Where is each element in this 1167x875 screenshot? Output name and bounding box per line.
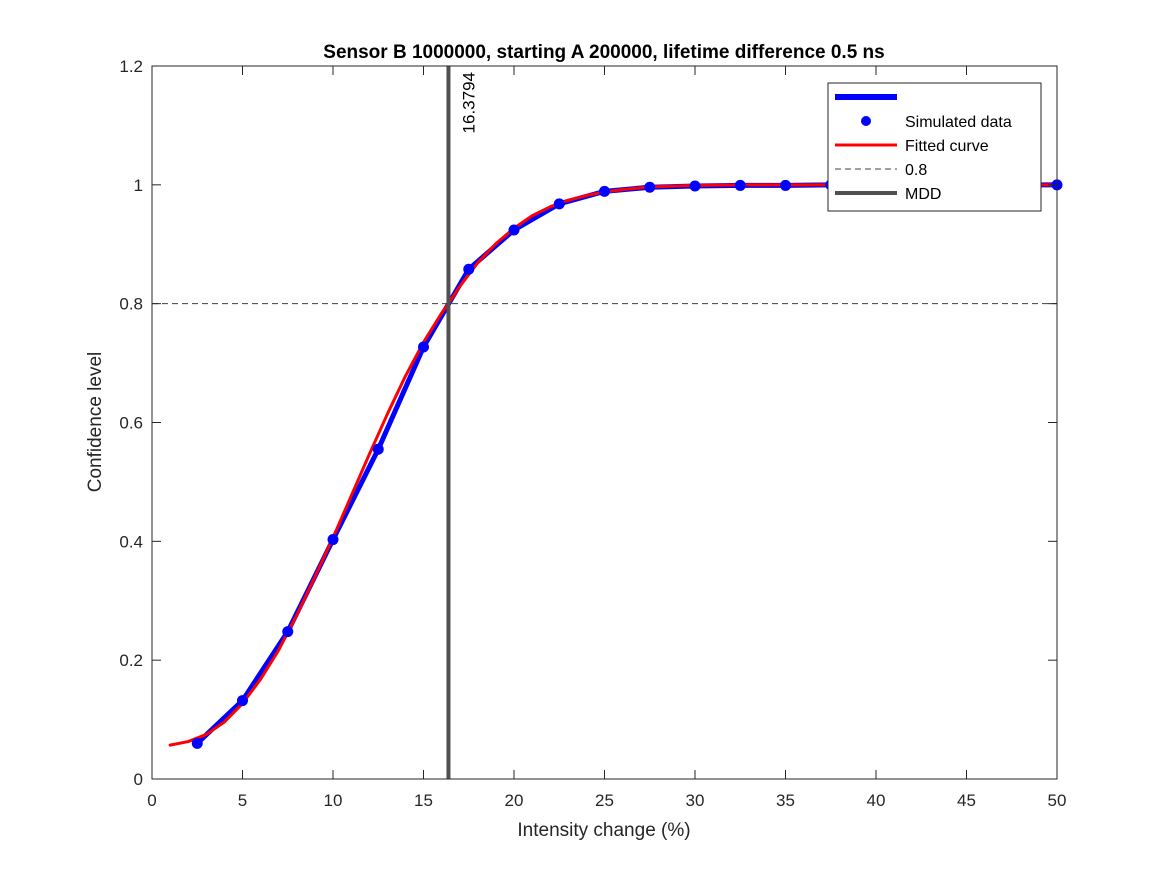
legend-swatch-simulated-data <box>861 116 871 126</box>
legend-box <box>827 82 1042 212</box>
x-tick-label: 35 <box>776 791 795 810</box>
y-tick-label: 0.4 <box>119 532 143 551</box>
x-tick-label: 30 <box>686 791 705 810</box>
simulated-data-point <box>282 626 294 638</box>
simulated-data-point <box>418 341 429 353</box>
x-tick-label: 10 <box>324 791 343 810</box>
legend-label-threshold-line: 0.8 <box>905 162 927 179</box>
y-tick-label: 1.2 <box>119 57 143 76</box>
simulated-data-point <box>191 737 203 749</box>
fitted-curve <box>168 183 1059 747</box>
y-axis-label: Confidence level <box>85 352 106 492</box>
chart-title: Sensor B 1000000, starting A 200000, lif… <box>323 42 884 63</box>
y-tick-label: 0 <box>134 770 143 789</box>
mdd-value-annotation: 16.3794 <box>459 72 478 133</box>
legend-label-fitted-curve: Fitted curve <box>905 138 989 155</box>
x-tick-label: 15 <box>414 791 433 810</box>
simulated-data-point <box>780 179 791 191</box>
x-tick-label: 40 <box>867 791 886 810</box>
legend: Simulated data Fitted curve 0.8 MDD <box>827 82 1042 212</box>
simulated-data-point <box>372 443 384 455</box>
legend-label-mdd: MDD <box>905 186 941 203</box>
y-tick-label: 0.2 <box>119 651 143 670</box>
simulated-data-point <box>689 180 701 192</box>
simulated-data-point <box>599 185 610 197</box>
simulated-data-point <box>508 224 520 236</box>
y-tick-label: 1 <box>134 176 143 195</box>
y-tick-label: 0.6 <box>119 414 143 433</box>
simulated-data-point <box>327 534 339 546</box>
simulated-data-point <box>553 198 565 210</box>
x-tick-label: 50 <box>1048 791 1067 810</box>
x-tick-label: 5 <box>238 791 247 810</box>
x-axis-label: Intensity change (%) <box>517 820 690 841</box>
ticks: 0 5 10 15 20 25 30 35 40 45 50 0 0.2 0.4 0.6 0.8 1 1.2 <box>119 57 1066 810</box>
simulated-data-point <box>463 263 475 275</box>
simulated-data-point <box>734 179 746 191</box>
simulated-data-point <box>644 181 656 193</box>
x-tick-label: 0 <box>147 791 156 810</box>
x-tick-label: 20 <box>505 791 524 810</box>
x-tick-label: 45 <box>957 791 976 810</box>
simulated-data-point <box>237 695 248 707</box>
y-tick-label: 0.8 <box>119 295 143 314</box>
x-tick-label: 25 <box>595 791 614 810</box>
legend-label-simulated-data: Simulated data <box>905 114 1012 131</box>
